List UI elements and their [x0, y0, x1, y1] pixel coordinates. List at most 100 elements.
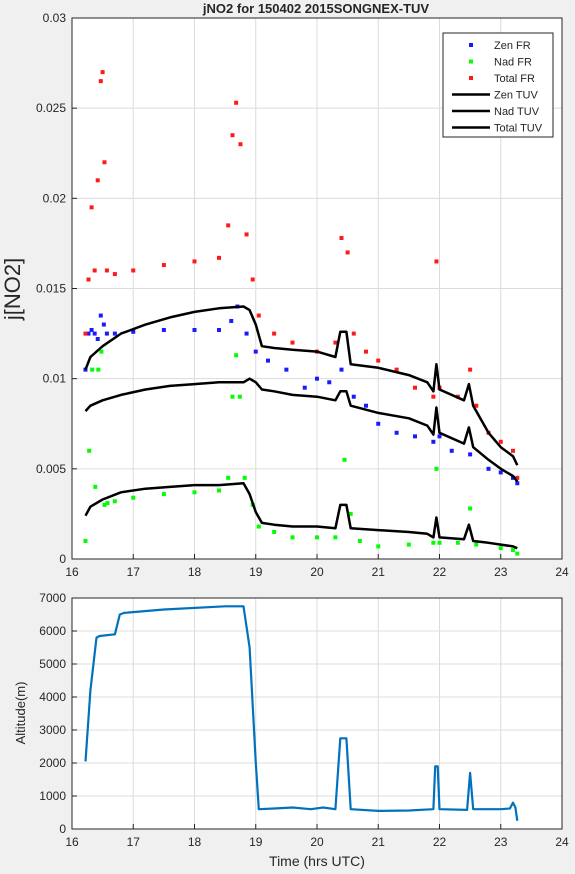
- legend-label: Total FR: [494, 73, 535, 85]
- point-zen-fr: [449, 448, 454, 453]
- line-total-tuv: [84, 482, 518, 550]
- x-tick-label: 24: [555, 565, 569, 579]
- point-nad-fr: [102, 502, 107, 507]
- legend-label: Zen FR: [494, 40, 531, 52]
- point-total-fr: [86, 277, 91, 282]
- x-tick-label: 20: [310, 835, 324, 849]
- point-nad-fr: [272, 529, 277, 534]
- point-total-fr: [230, 133, 235, 138]
- point-zen-fr: [515, 481, 520, 486]
- point-nad-fr: [376, 544, 381, 549]
- point-nad-fr: [290, 535, 295, 540]
- point-zen-fr: [351, 394, 356, 399]
- x-tick-label: 24: [555, 835, 569, 849]
- y-tick-label: 0.02: [43, 191, 67, 205]
- x-tick-label: 21: [372, 565, 386, 579]
- point-zen-fr: [253, 349, 258, 354]
- point-zen-fr: [339, 367, 344, 372]
- legend-swatch: [469, 59, 473, 64]
- point-nad-fr: [515, 551, 520, 556]
- x-tick-label: 19: [249, 835, 263, 849]
- point-nad-fr: [96, 367, 101, 372]
- point-nad-fr: [237, 394, 242, 399]
- point-zen-fr: [486, 466, 491, 471]
- bottom-x-ticks: 16 17 18 19 20 21 22 23 24: [65, 824, 569, 849]
- y-tick-label: 2000: [39, 756, 66, 770]
- point-zen-fr: [413, 434, 417, 439]
- bottom-y-ticks: 0 1000 2000 3000 4000 5000 6000 7000: [39, 591, 77, 836]
- x-tick-label: 17: [127, 565, 141, 579]
- x-tick-label: 22: [433, 565, 447, 579]
- point-nad-fr: [431, 540, 436, 545]
- point-total-fr: [104, 268, 109, 273]
- point-zen-fr: [89, 327, 94, 332]
- point-nad-fr: [348, 511, 353, 516]
- point-total-fr: [234, 100, 239, 105]
- point-nad-fr: [192, 490, 197, 495]
- point-total-fr: [217, 255, 221, 260]
- point-nad-fr: [93, 484, 98, 489]
- point-zen-fr: [104, 331, 109, 336]
- y-tick-label: 0: [59, 822, 66, 836]
- point-nad-fr: [131, 495, 136, 500]
- point-total-fr: [192, 259, 197, 264]
- x-tick-label: 18: [188, 835, 202, 849]
- point-total-fr: [98, 79, 103, 84]
- y-tick-label: 0.025: [36, 101, 66, 115]
- point-total-fr: [272, 331, 277, 336]
- point-nad-fr: [455, 540, 460, 545]
- point-zen-fr: [327, 380, 332, 385]
- legend-label: Total TUV: [494, 123, 543, 135]
- legend-label: Zen TUV: [494, 90, 538, 102]
- legend-item-total-fr: Total FR: [469, 73, 535, 85]
- point-nad-fr: [161, 492, 166, 497]
- top-y-ticks: 0 0.005 0.01 0.015 0.02 0.025 0.03: [36, 11, 77, 566]
- point-nad-fr: [256, 524, 261, 529]
- point-total-fr: [131, 268, 136, 273]
- point-nad-fr: [105, 501, 110, 506]
- legend-item-zen-fr: Zen FR: [469, 40, 531, 52]
- x-tick-label: 23: [494, 835, 508, 849]
- point-total-fr: [238, 142, 243, 147]
- point-total-fr: [95, 178, 100, 183]
- x-tick-label: 18: [188, 565, 202, 579]
- point-zen-fr: [229, 318, 234, 323]
- point-nad-fr: [230, 394, 235, 399]
- legend-label: Nad FR: [494, 57, 532, 69]
- point-zen-fr: [217, 327, 221, 332]
- point-total-fr: [290, 340, 295, 345]
- x-tick-label: 16: [65, 565, 79, 579]
- y-tick-label: 7000: [39, 591, 66, 605]
- y-tick-label: 0: [59, 552, 66, 566]
- point-total-fr: [431, 394, 436, 399]
- point-zen-fr: [95, 336, 100, 341]
- point-zen-fr: [131, 329, 136, 334]
- legend-swatch: [469, 43, 473, 47]
- top-y-axis-label: j[NO2]: [0, 258, 25, 321]
- line-nad-tuv: [84, 377, 519, 483]
- top-series: [83, 70, 520, 556]
- point-total-fr: [474, 403, 479, 408]
- point-zen-fr: [284, 367, 289, 372]
- point-zen-fr: [86, 331, 91, 336]
- point-nad-fr: [434, 466, 439, 471]
- point-nad-fr: [406, 542, 411, 547]
- x-tick-label: 20: [310, 565, 324, 579]
- point-zen-fr: [266, 358, 270, 363]
- y-tick-label: 1000: [39, 789, 66, 803]
- point-zen-fr: [498, 470, 503, 475]
- y-tick-label: 0.03: [43, 11, 67, 25]
- point-nad-fr: [87, 448, 92, 453]
- point-total-fr: [250, 277, 255, 282]
- point-zen-fr: [437, 434, 442, 439]
- bottom-series: [84, 605, 519, 821]
- point-total-fr: [413, 385, 417, 390]
- y-tick-label: 0.005: [36, 462, 66, 476]
- point-nad-fr: [90, 367, 95, 372]
- point-total-fr: [112, 272, 117, 277]
- line-zen-tuv: [84, 305, 519, 466]
- x-tick-label: 16: [65, 835, 79, 849]
- point-total-fr: [89, 205, 94, 210]
- point-nad-fr: [112, 499, 117, 504]
